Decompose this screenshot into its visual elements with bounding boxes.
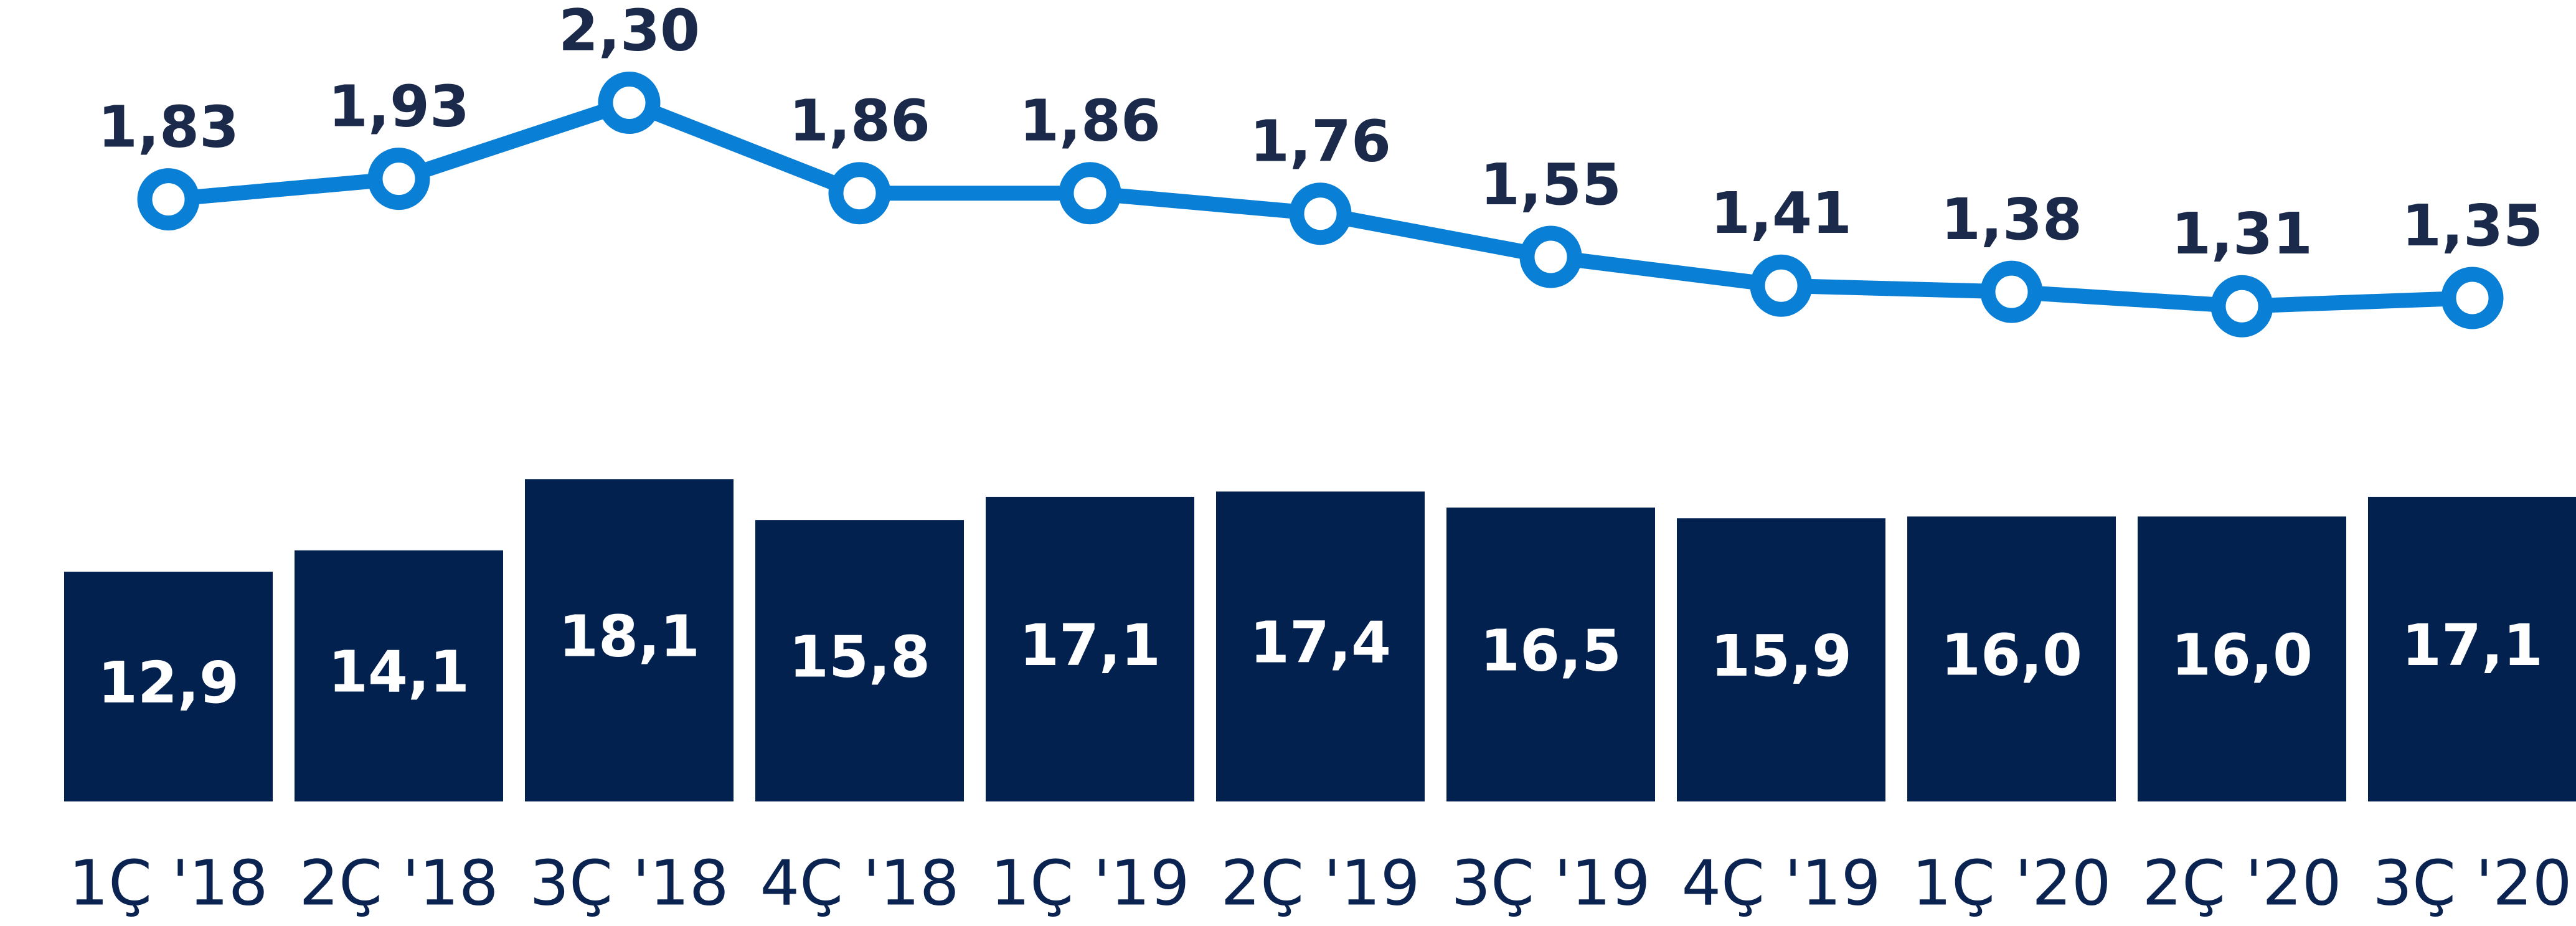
bar [1677, 518, 1885, 801]
bar [755, 520, 964, 801]
line-value-label: 1,31 [2171, 201, 2313, 267]
bar [64, 572, 273, 801]
x-tick-label: 1Ç '18 [69, 846, 268, 919]
line-point [1289, 182, 1352, 245]
line-value-label: 1,93 [328, 73, 469, 139]
line-point [598, 72, 661, 134]
line-point [367, 148, 430, 210]
x-tick-label: 4Ç '19 [1682, 846, 1881, 919]
x-tick-label: 3Ç '20 [2373, 846, 2572, 919]
bar-value-label: 17,1 [1019, 612, 1161, 679]
bar [295, 550, 503, 801]
bar [2368, 496, 2576, 801]
bar [1216, 491, 1425, 801]
line-value-label: 1,41 [1710, 180, 1852, 247]
bar-value-label: 15,8 [789, 623, 930, 690]
bar-value-label: 17,4 [1250, 610, 1391, 676]
bar [525, 479, 734, 801]
bar [1446, 508, 1655, 801]
line-value-label: 1,83 [98, 93, 239, 160]
x-tick-label: 2Ç '19 [1221, 846, 1420, 919]
line-value-label: 1,86 [789, 88, 930, 154]
line-value-label: 1,76 [1250, 108, 1391, 175]
x-tick-label: 2Ç '18 [300, 846, 499, 919]
bar [2138, 516, 2346, 801]
bar-value-label: 17,1 [2402, 612, 2543, 679]
line-point [2441, 267, 2504, 329]
line-point [137, 168, 200, 231]
bar-value-label: 18,1 [559, 603, 700, 670]
x-tick-label: 3Ç '19 [1451, 846, 1651, 919]
line-point [828, 162, 891, 225]
bar [986, 496, 1194, 801]
bar-value-label: 12,9 [98, 650, 239, 716]
line-point [1750, 254, 1813, 317]
line-value-label: 1,38 [1941, 186, 2082, 253]
line-value-label: 1,55 [1480, 151, 1621, 218]
line-point [2210, 275, 2273, 338]
line-point [1059, 162, 1121, 225]
bar-value-label: 15,9 [1710, 623, 1852, 689]
bar-value-label: 16,5 [1480, 617, 1621, 684]
x-tick-label: 4Ç '18 [760, 846, 960, 919]
x-tick-label: 3Ç '18 [530, 846, 729, 919]
line-point [1980, 260, 2043, 323]
bar [1907, 516, 2116, 801]
x-tick-label: 2Ç '20 [2143, 846, 2342, 919]
line-value-label: 2,30 [559, 0, 700, 64]
x-tick-label: 1Ç '20 [1912, 846, 2111, 919]
bar-value-label: 14,1 [328, 639, 469, 706]
bar-value-label: 16,0 [1941, 622, 2082, 689]
bar-value-label: 16,0 [2171, 622, 2313, 689]
line-value-label: 1,35 [2402, 192, 2543, 259]
x-tick-label: 1Ç '19 [991, 846, 1190, 919]
line-point [1519, 225, 1582, 288]
line-value-label: 1,86 [1019, 88, 1161, 154]
